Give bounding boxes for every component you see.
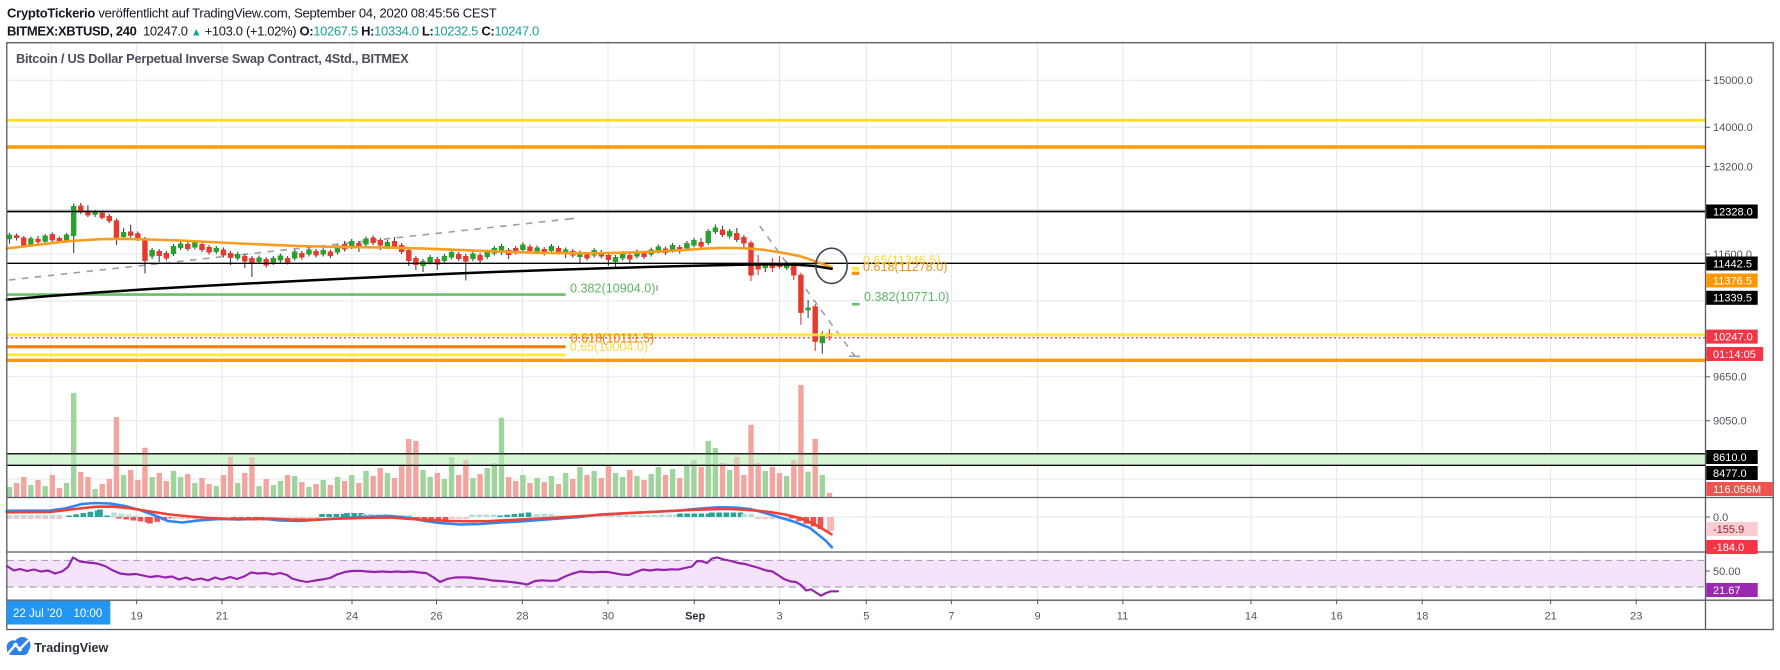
svg-text:7: 7 <box>948 611 954 623</box>
svg-text:Sep: Sep <box>685 611 705 623</box>
svg-text:0.65(11346.5): 0.65(11346.5) <box>863 253 941 267</box>
svg-text:10247.0: 10247.0 <box>1713 332 1753 344</box>
svg-text:24: 24 <box>346 611 358 623</box>
svg-text:0.382(10771.0): 0.382(10771.0) <box>864 290 949 304</box>
svg-text:21.67: 21.67 <box>1713 585 1741 597</box>
svg-text:-155.9: -155.9 <box>1713 524 1744 536</box>
svg-text:CryptoTickerio veröffentlicht: CryptoTickerio veröffentlicht auf Tradin… <box>7 6 497 21</box>
svg-text:11339.5: 11339.5 <box>1713 293 1752 305</box>
svg-text:18: 18 <box>1416 611 1428 623</box>
svg-text:0.618(11278.0): 0.618(11278.0) <box>863 260 948 274</box>
svg-text:TradingView: TradingView <box>34 641 108 655</box>
svg-text:9650.0: 9650.0 <box>1713 372 1747 384</box>
svg-text:13200.0: 13200.0 <box>1713 161 1753 173</box>
svg-text:22 Jul ’20: 22 Jul ’20 <box>13 608 62 620</box>
svg-text:0.0: 0.0 <box>1713 512 1728 524</box>
svg-text:12328.0: 12328.0 <box>1713 206 1753 218</box>
svg-text:-184.0: -184.0 <box>1713 542 1744 554</box>
svg-text:50.00: 50.00 <box>1713 566 1741 578</box>
svg-text:0.382(10904.0): 0.382(10904.0) <box>570 281 655 295</box>
svg-text:11376.5: 11376.5 <box>1713 275 1752 287</box>
svg-text:5: 5 <box>863 611 869 623</box>
svg-text:30: 30 <box>602 611 614 623</box>
svg-text:21: 21 <box>1545 611 1557 623</box>
svg-text:8610.0: 8610.0 <box>1713 452 1747 464</box>
svg-text:Bitcoin / US Dollar Perpetual: Bitcoin / US Dollar Perpetual Inverse Sw… <box>16 51 409 66</box>
svg-text:14: 14 <box>1245 611 1257 623</box>
svg-text:0.65(10004.0): 0.65(10004.0) <box>570 340 648 354</box>
svg-text:28: 28 <box>516 611 528 623</box>
svg-text:9050.0: 9050.0 <box>1713 416 1747 428</box>
svg-text:11442.5: 11442.5 <box>1713 258 1752 270</box>
svg-text:8477.0: 8477.0 <box>1713 468 1747 480</box>
svg-text:15000.0: 15000.0 <box>1713 75 1753 87</box>
svg-text:21: 21 <box>216 611 228 623</box>
svg-text:116.056M: 116.056M <box>1713 484 1761 496</box>
svg-text:0.618(10111.5): 0.618(10111.5) <box>571 331 655 345</box>
svg-text:BITMEX:XBTUSD, 240 10247.0 ▲: BITMEX:XBTUSD, 240 10247.0 ▲ +103.0 (+1.… <box>7 24 539 39</box>
svg-text:16: 16 <box>1331 611 1343 623</box>
svg-text:23: 23 <box>1630 611 1642 623</box>
svg-text:11: 11 <box>1117 611 1128 623</box>
svg-text:9: 9 <box>1035 611 1041 623</box>
svg-text:10:00: 10:00 <box>74 608 103 620</box>
svg-text:26: 26 <box>430 611 442 623</box>
svg-text:01:14:05: 01:14:05 <box>1713 349 1756 361</box>
svg-text:14000.0: 14000.0 <box>1713 122 1753 134</box>
svg-text:3: 3 <box>777 611 783 623</box>
svg-text:19: 19 <box>131 611 143 623</box>
